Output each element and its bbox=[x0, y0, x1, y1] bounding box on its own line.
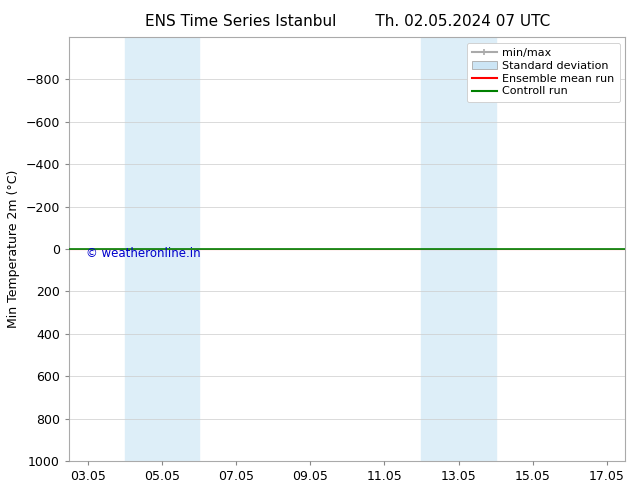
Title: ENS Time Series Istanbul        Th. 02.05.2024 07 UTC: ENS Time Series Istanbul Th. 02.05.2024 … bbox=[145, 14, 550, 29]
Text: © weatheronline.in: © weatheronline.in bbox=[86, 247, 200, 260]
Bar bbox=[422, 37, 496, 461]
Legend: min/max, Standard deviation, Ensemble mean run, Controll run: min/max, Standard deviation, Ensemble me… bbox=[467, 43, 620, 102]
Y-axis label: Min Temperature 2m (°C): Min Temperature 2m (°C) bbox=[7, 170, 20, 328]
Bar bbox=[125, 37, 199, 461]
